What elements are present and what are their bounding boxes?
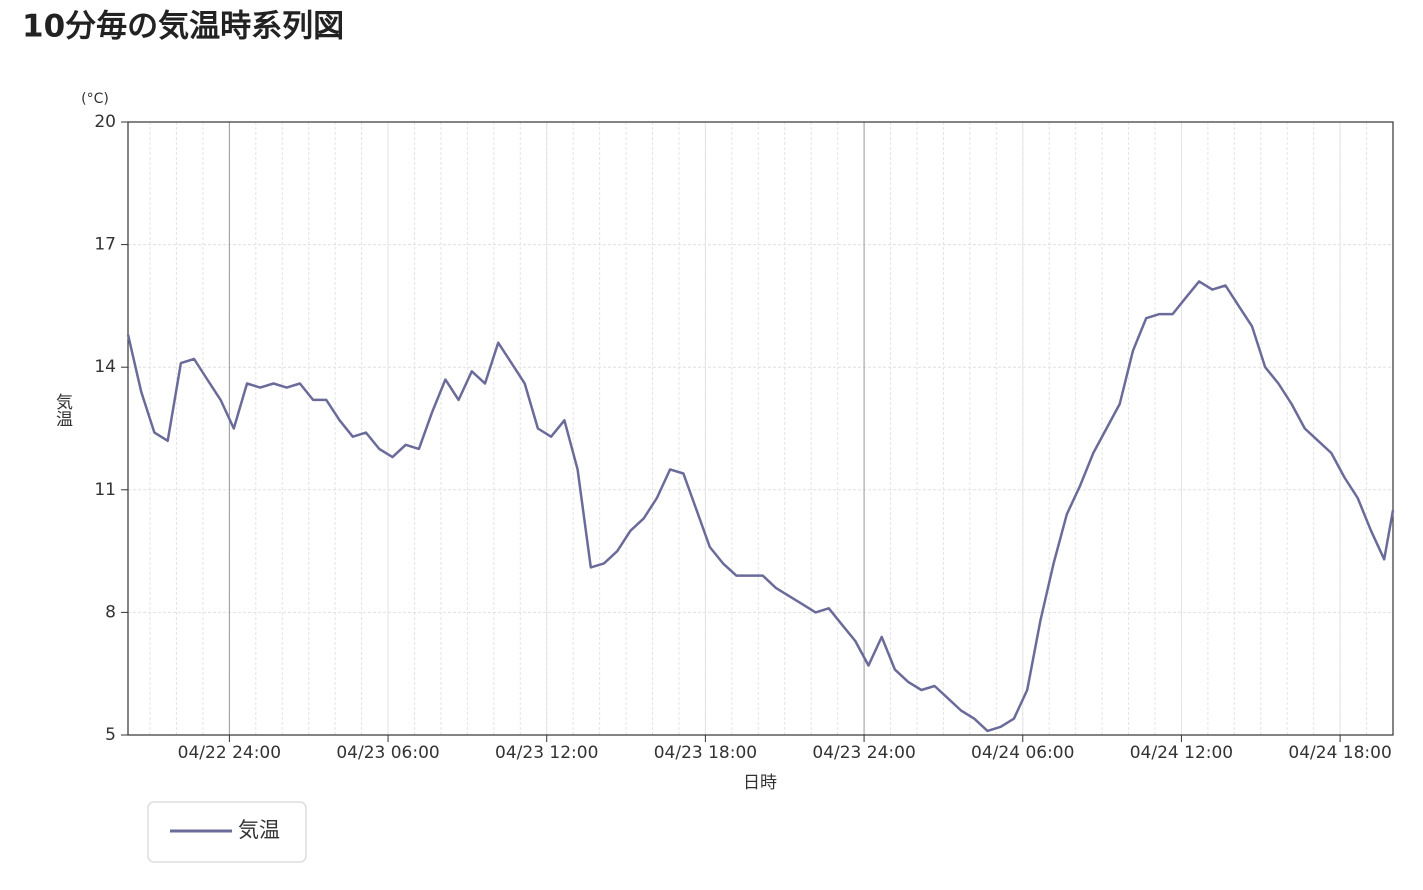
x-axis-label: 日時: [743, 773, 777, 793]
y-axis-label: 気温: [52, 393, 73, 427]
x-tick-label: 04/22 24:00: [178, 743, 281, 763]
x-tick-label: 04/23 06:00: [336, 743, 439, 763]
y-tick-label: 20: [94, 112, 116, 132]
y-unit: (°C): [81, 91, 109, 107]
x-tick-label: 04/24 12:00: [1130, 743, 1233, 763]
chart-title: 10分毎の気温時系列図: [22, 9, 344, 45]
x-tick-label: 04/23 18:00: [654, 743, 757, 763]
y-tick-label: 14: [94, 357, 116, 377]
x-tick-label: 04/23 12:00: [495, 743, 598, 763]
plot-frame: [127, 121, 1394, 736]
y-tick-label: 8: [105, 602, 116, 622]
legend-label: 気温: [238, 818, 280, 842]
x-tick-label: 04/24 18:00: [1288, 743, 1391, 763]
x-tick-label: 04/24 06:00: [971, 743, 1074, 763]
y-tick-label: 5: [105, 725, 116, 745]
y-tick-label: 17: [94, 235, 116, 255]
line-series: [126, 280, 1395, 733]
x-tick-label: 04/23 24:00: [812, 743, 915, 763]
y-tick-label: 11: [94, 480, 116, 500]
